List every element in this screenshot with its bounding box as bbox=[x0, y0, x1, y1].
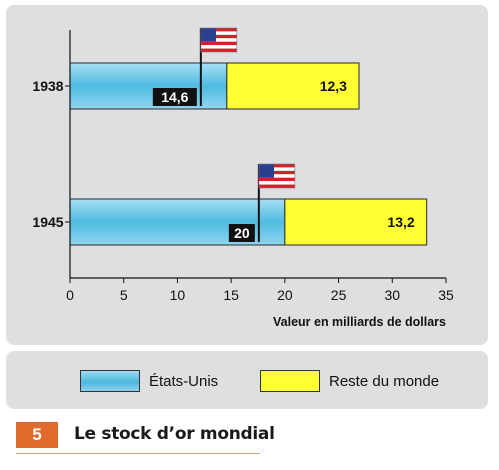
flag-stripe bbox=[258, 174, 295, 178]
x-tick-label: 20 bbox=[277, 287, 293, 303]
flag-border bbox=[258, 163, 296, 189]
us-flag-icon bbox=[258, 163, 296, 189]
chart-panel bbox=[6, 5, 488, 345]
category-label-1938: 1938 bbox=[32, 78, 63, 94]
caption-underline bbox=[16, 453, 260, 454]
x-tick-label: 0 bbox=[66, 287, 74, 303]
value-box-us-1938 bbox=[152, 88, 197, 106]
bar-rest-1945 bbox=[284, 198, 428, 246]
x-axis-title: Valeur en milliards de dollars bbox=[273, 315, 446, 329]
flag-stripe bbox=[200, 34, 237, 39]
flag-canton bbox=[200, 28, 216, 42]
bar-us-1938 bbox=[69, 62, 228, 110]
flag-stripe bbox=[258, 167, 295, 171]
flag-stripe bbox=[258, 177, 295, 182]
category-label-1945: 1945 bbox=[32, 214, 63, 230]
legend-swatch-rest bbox=[260, 370, 320, 392]
legend-item-us: États-Unis bbox=[80, 370, 218, 392]
legend-label-us: États-Unis bbox=[149, 372, 219, 390]
bar-rest-1938 bbox=[226, 62, 360, 110]
flag-border bbox=[200, 27, 238, 53]
legend-swatch-us bbox=[80, 370, 140, 392]
x-tick-label: 15 bbox=[223, 287, 239, 303]
flag-stripe bbox=[258, 184, 295, 188]
x-tick-label: 25 bbox=[331, 287, 347, 303]
us-flag-icon bbox=[200, 27, 238, 53]
caption-title: Le stock d’or mondial bbox=[74, 424, 275, 444]
value-label-rest-1945: 13,2 bbox=[387, 214, 414, 230]
flag-stripe bbox=[258, 170, 295, 175]
flag-stripe bbox=[200, 41, 237, 46]
value-label-us-1938: 14,6 bbox=[161, 89, 188, 105]
x-tick-label: 5 bbox=[120, 287, 128, 303]
x-tick-label: 35 bbox=[438, 287, 454, 303]
value-label-us-1945: 20 bbox=[234, 225, 250, 241]
flag-stripe bbox=[258, 164, 295, 168]
value-box-us-1945 bbox=[228, 224, 255, 242]
flag-stripe bbox=[200, 45, 237, 49]
x-tick-label: 30 bbox=[384, 287, 400, 303]
flag-stripe bbox=[258, 181, 295, 185]
flag-canton bbox=[258, 164, 274, 178]
flag-stripe bbox=[200, 31, 237, 35]
flag-stripe bbox=[200, 28, 237, 32]
flag-stripe bbox=[200, 38, 237, 42]
flag-stripe bbox=[200, 48, 237, 52]
x-tick-label: 10 bbox=[170, 287, 186, 303]
caption-number-badge: 5 bbox=[16, 422, 58, 448]
legend-item-rest: Reste du monde bbox=[260, 370, 439, 392]
legend-label-rest: Reste du monde bbox=[329, 372, 440, 390]
value-label-rest-1938: 12,3 bbox=[320, 78, 347, 94]
stacked-bar-chart: 1938 14,6 12,3 1945 20 13,2 0 5 10 15 20 25 30 35 Vale… bbox=[32, 27, 454, 329]
